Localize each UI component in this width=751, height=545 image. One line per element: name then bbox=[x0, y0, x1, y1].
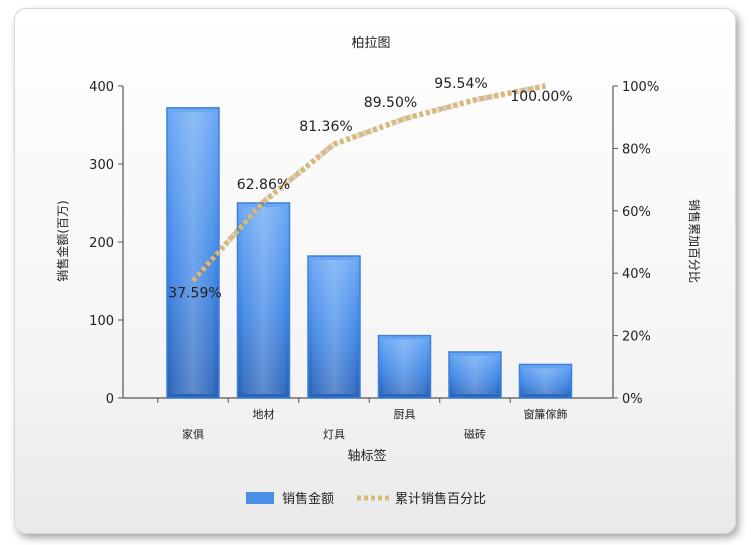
bar-highlight bbox=[382, 339, 427, 394]
bar-highlight bbox=[523, 368, 568, 394]
legend-label-bars: 销售金额 bbox=[282, 491, 334, 507]
y-tick-label: 0 bbox=[106, 392, 114, 407]
y2-tick-label: 60% bbox=[622, 205, 651, 220]
x-tick-label: 地材 bbox=[253, 407, 275, 421]
x-tick-label: 厨具 bbox=[394, 408, 416, 421]
legend: 销售金额 累计销售百分比 bbox=[246, 491, 486, 507]
chart-title: 柏拉图 bbox=[351, 36, 390, 51]
y2-tick-label: 0% bbox=[622, 392, 643, 407]
cumulative-line bbox=[191, 83, 546, 283]
y2-axis-title: 销售累加百分比 bbox=[687, 199, 702, 283]
y-tick-label: 200 bbox=[89, 236, 114, 251]
data-label: 37.59% bbox=[168, 286, 221, 302]
y2-tick-label: 100% bbox=[622, 80, 659, 95]
x-tick-label: 磁砖 bbox=[464, 427, 486, 441]
y-tick-label: 400 bbox=[89, 80, 114, 95]
y2-tick-label: 80% bbox=[622, 142, 651, 157]
y-tick-label: 100 bbox=[89, 314, 114, 329]
data-label: 95.54% bbox=[434, 76, 487, 92]
y2-tick-label: 20% bbox=[622, 330, 651, 345]
data-label: 89.50% bbox=[364, 95, 417, 111]
x-tick-label: 窗簾傢飾 bbox=[524, 407, 568, 421]
y-axis-title: 销售金额(百万) bbox=[55, 200, 70, 281]
legend-swatch-bars bbox=[246, 492, 274, 504]
data-label: 62.86% bbox=[237, 177, 290, 193]
x-tick-label: 家俱 bbox=[182, 427, 204, 441]
bar-highlight bbox=[312, 260, 356, 394]
data-label: 100.00% bbox=[510, 89, 572, 105]
y-tick-label: 300 bbox=[89, 158, 114, 173]
chart-card bbox=[14, 8, 736, 534]
bar-highlight bbox=[171, 111, 215, 394]
chart-marks: 37.59% 62.86% 81.36% 89.50% 95.54% 100.00% bbox=[166, 76, 573, 399]
bar-highlight bbox=[453, 355, 497, 394]
bar-highlight bbox=[241, 207, 286, 394]
data-label: 81.36% bbox=[299, 119, 352, 135]
y2-tick-label: 40% bbox=[622, 267, 651, 282]
x-axis-title: 轴标签 bbox=[347, 448, 386, 464]
legend-label-line: 累计销售百分比 bbox=[395, 491, 486, 507]
x-tick-label: 灯具 bbox=[323, 428, 345, 441]
